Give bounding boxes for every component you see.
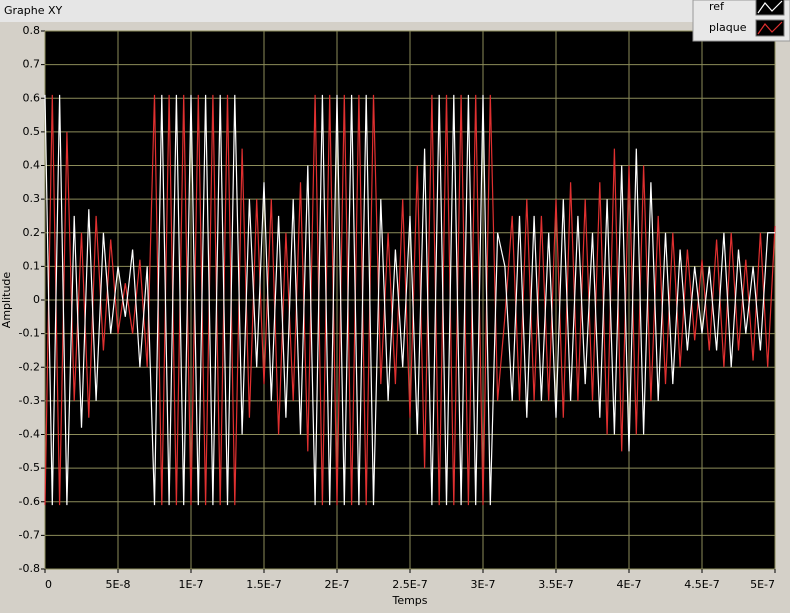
title-bar [0, 0, 790, 22]
legend-label: ref [709, 0, 725, 13]
x-tick-label: 5E-8 [106, 578, 131, 591]
y-tick-label: 0.8 [23, 24, 41, 37]
y-tick-label: -0.1 [19, 327, 40, 340]
y-tick-label: 0 [33, 293, 40, 306]
y-axis-label: Amplitude [0, 272, 13, 329]
x-tick-label: 1.5E-7 [246, 578, 281, 591]
chart-title: Graphe XY [4, 4, 63, 17]
y-tick-label: 0.7 [23, 58, 41, 71]
y-tick-label: -0.5 [19, 461, 40, 474]
x-tick-label: 4.5E-7 [684, 578, 719, 591]
x-tick-label: 3E-7 [471, 578, 496, 591]
legend-line [757, 21, 783, 35]
x-axis-label: Temps [391, 594, 427, 607]
y-tick-label: 0.1 [23, 259, 41, 272]
y-tick-label: -0.8 [19, 562, 40, 575]
x-tick-label: 2.5E-7 [392, 578, 427, 591]
y-tick-label: -0.2 [19, 360, 40, 373]
legend-line [757, 0, 783, 14]
x-tick-label: 0 [45, 578, 52, 591]
data-line [44, 94, 775, 506]
y-tick-label: 0.2 [23, 226, 41, 239]
x-tick-label: 4E-7 [617, 578, 642, 591]
y-tick-label: -0.6 [19, 495, 40, 508]
x-tick-label: 5E-7 [750, 578, 775, 591]
y-tick-label: 0.6 [23, 91, 41, 104]
y-tick-label: -0.7 [19, 528, 40, 541]
y-tick-label: 0.5 [23, 125, 41, 138]
y-tick-label: 0.4 [23, 159, 41, 172]
legend-swatch [755, 0, 785, 16]
x-tick-label: 1E-7 [179, 578, 204, 591]
x-tick-label: 3.5E-7 [538, 578, 573, 591]
data-line [44, 94, 776, 506]
y-tick-label: -0.3 [19, 394, 40, 407]
x-tick-label: 2E-7 [325, 578, 350, 591]
legend-label: plaque [709, 21, 747, 34]
legend-swatch [755, 19, 785, 37]
y-tick-label: -0.4 [19, 428, 40, 441]
y-tick-label: 0.3 [23, 192, 41, 205]
